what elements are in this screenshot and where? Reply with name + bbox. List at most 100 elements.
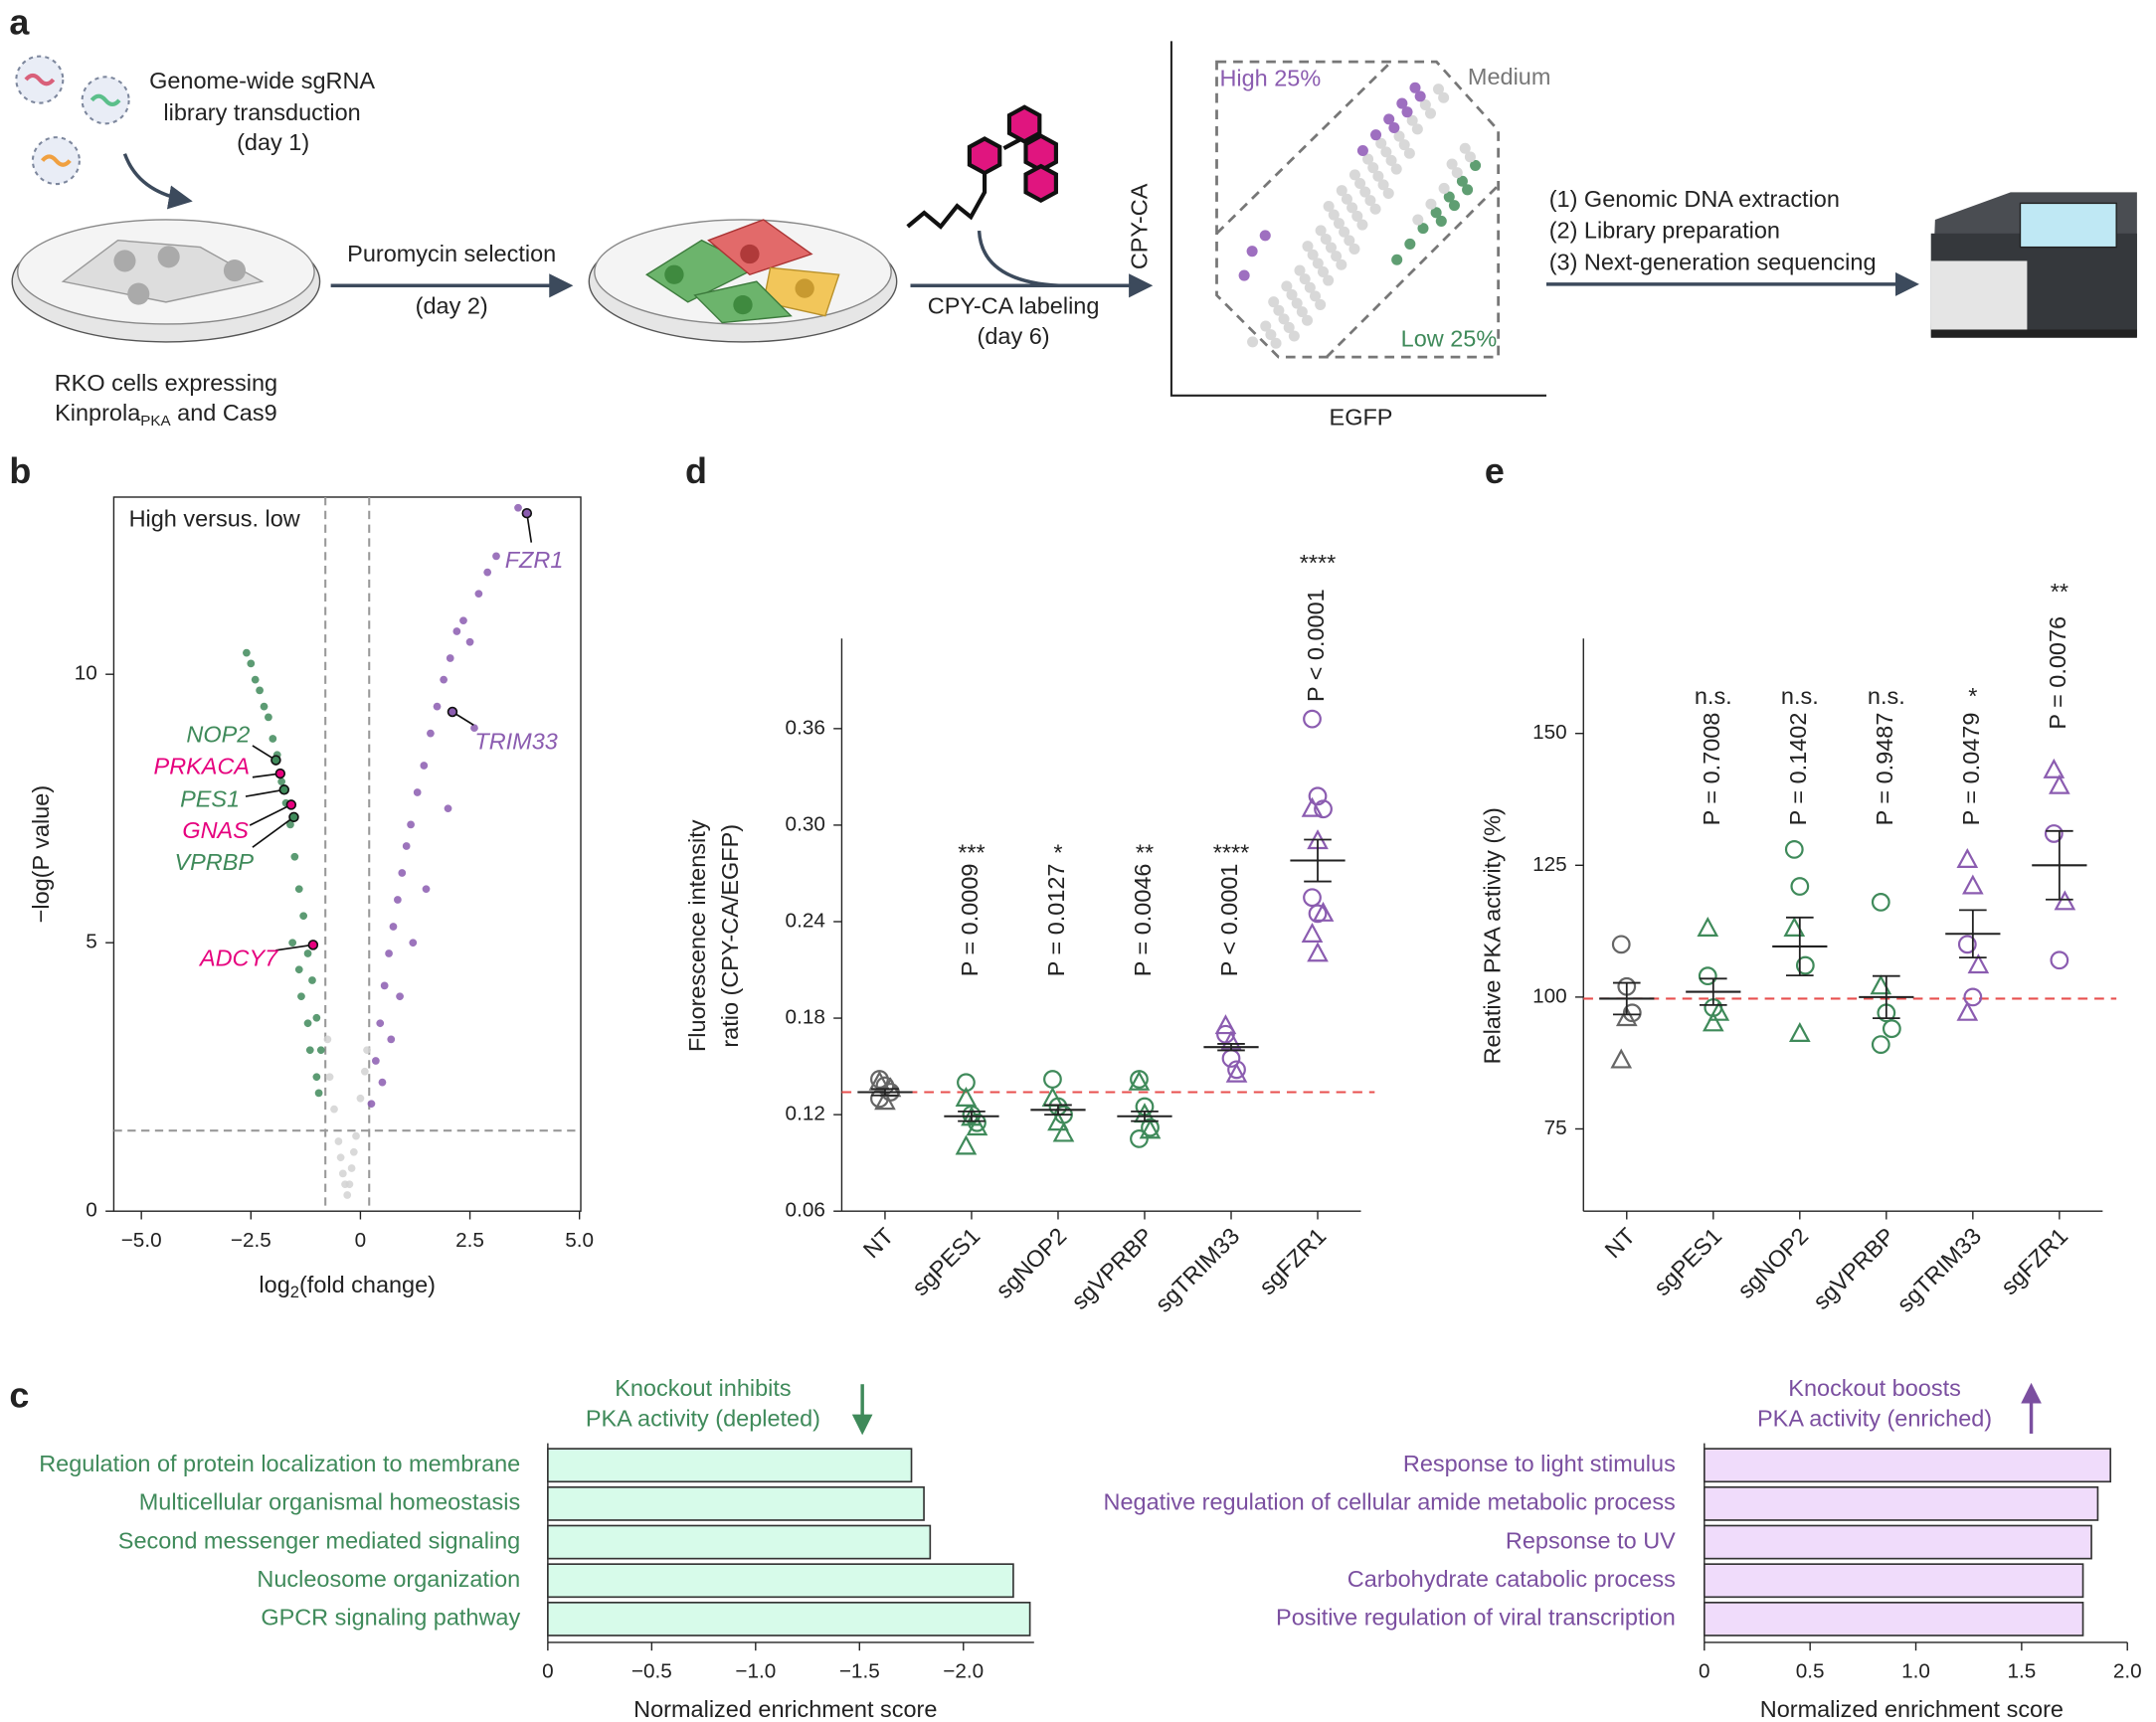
- schematic-dot: [1347, 202, 1358, 214]
- significance: ***: [958, 839, 985, 865]
- point: [356, 1094, 365, 1103]
- highlight-point: [278, 784, 290, 795]
- p-value: P = 0.7008: [1699, 713, 1724, 826]
- panel-label: a: [9, 1, 30, 42]
- x-tick-label: sgPES1: [907, 1223, 985, 1300]
- x-tick-label: sgFZR1: [1996, 1223, 2072, 1299]
- point-triangle: [1967, 953, 1990, 974]
- schematic-dot: [1315, 225, 1327, 237]
- x-tick-label: 1.5: [2007, 1660, 2036, 1683]
- chart-title: High versus. low: [129, 506, 300, 532]
- point-circle: [2044, 824, 2064, 843]
- schematic-dot: [1354, 177, 1366, 189]
- schematic-dot: [1294, 264, 1306, 276]
- schematic-dot: [1377, 179, 1389, 191]
- schematic-dot: [1273, 304, 1285, 316]
- schematic-dot: [1286, 288, 1298, 300]
- schematic-dot: [1348, 169, 1360, 181]
- point-circle: [1611, 935, 1631, 954]
- label-part: and Cas9: [171, 400, 277, 426]
- schematic-dot: [1391, 254, 1403, 265]
- dish: [11, 219, 321, 343]
- schematic-dot: [1462, 184, 1474, 196]
- x-tick-label: −5.0: [121, 1229, 162, 1252]
- schematic-dot: [1351, 210, 1363, 222]
- schematic-dot: [1464, 151, 1476, 163]
- schematic-dot: [1390, 163, 1402, 175]
- schematic-dot: [1459, 142, 1471, 154]
- point: [323, 1035, 332, 1044]
- point-triangle: [1052, 1121, 1075, 1142]
- leader-line: [275, 944, 313, 951]
- schematic-dot: [1331, 251, 1343, 262]
- point: [387, 1035, 396, 1044]
- schematic-dot: [1404, 238, 1416, 250]
- schematic-dot: [1401, 106, 1413, 118]
- category-label: Positive regulation of viral transcripti…: [1276, 1605, 1676, 1631]
- schematic-dot: [1296, 306, 1308, 318]
- point: [288, 939, 297, 947]
- point: [380, 981, 389, 990]
- point: [367, 1100, 376, 1109]
- leader-line: [252, 816, 294, 848]
- y-tick-label: 0.36: [786, 716, 825, 739]
- p-value: P = 0.0046: [1130, 864, 1156, 977]
- significance: ****: [1300, 550, 1337, 576]
- point-triangle: [1307, 942, 1329, 962]
- category-label: Regulation of protein localization to me…: [39, 1451, 520, 1476]
- p-value: P = 0.9487: [1872, 713, 1897, 826]
- point: [290, 852, 299, 861]
- schematic-dot: [1336, 258, 1348, 270]
- label: Puromycin selection: [347, 241, 556, 266]
- p-value: P < 0.0001: [1216, 864, 1242, 977]
- schematic-dot: [1396, 97, 1408, 109]
- point: [446, 654, 454, 662]
- significance: **: [1136, 839, 1154, 865]
- schematic-dot: [1247, 336, 1259, 348]
- schematic-dot: [1372, 170, 1384, 182]
- point: [459, 616, 467, 625]
- schematic-dot: [1443, 191, 1455, 203]
- point: [407, 820, 415, 829]
- point: [347, 1164, 356, 1172]
- y-tick-label: 0.24: [786, 909, 825, 932]
- significance: n.s.: [1868, 683, 1905, 709]
- schematic-dot: [1341, 193, 1352, 205]
- x-tick-label: 0: [355, 1229, 367, 1252]
- point: [316, 1046, 325, 1055]
- schematic-dot: [1356, 219, 1368, 231]
- point: [294, 965, 303, 974]
- x-tick-label: sgPES1: [1649, 1223, 1726, 1300]
- point: [330, 1105, 338, 1114]
- point: [465, 637, 474, 646]
- highlight-point: [270, 755, 281, 766]
- schematic-dot: [1328, 209, 1340, 221]
- point-circle: [1303, 709, 1322, 729]
- x-tick-label: −0.5: [631, 1660, 672, 1683]
- schematic-dot: [1456, 175, 1468, 187]
- schematic-dot: [1403, 147, 1415, 159]
- error-bar: [2046, 829, 2073, 901]
- p-value: P = 0.0009: [957, 864, 983, 977]
- schematic-dot: [1259, 230, 1271, 242]
- gene-label: PES1: [180, 785, 240, 811]
- category-label: Carbohydrate catabolic process: [1348, 1566, 1676, 1592]
- point-circle: [1882, 1019, 1901, 1039]
- point: [305, 1046, 314, 1055]
- schematic-dot: [1302, 241, 1314, 253]
- point: [247, 659, 256, 668]
- point: [483, 568, 492, 577]
- gene-label: FZR1: [505, 547, 564, 573]
- axis-label: EGFP: [1330, 404, 1393, 430]
- point-circle: [2050, 950, 2069, 970]
- point: [433, 702, 442, 711]
- point: [402, 842, 411, 850]
- schematic-dot: [1425, 198, 1437, 210]
- label: (day 2): [416, 293, 488, 319]
- schematic-dot: [1362, 153, 1374, 165]
- bar: [1703, 1448, 2112, 1483]
- point-triangle: [2043, 758, 2066, 778]
- x-tick-label: NT: [858, 1223, 899, 1264]
- schematic-dot: [1260, 320, 1272, 332]
- y-tick-label: 0: [86, 1199, 97, 1222]
